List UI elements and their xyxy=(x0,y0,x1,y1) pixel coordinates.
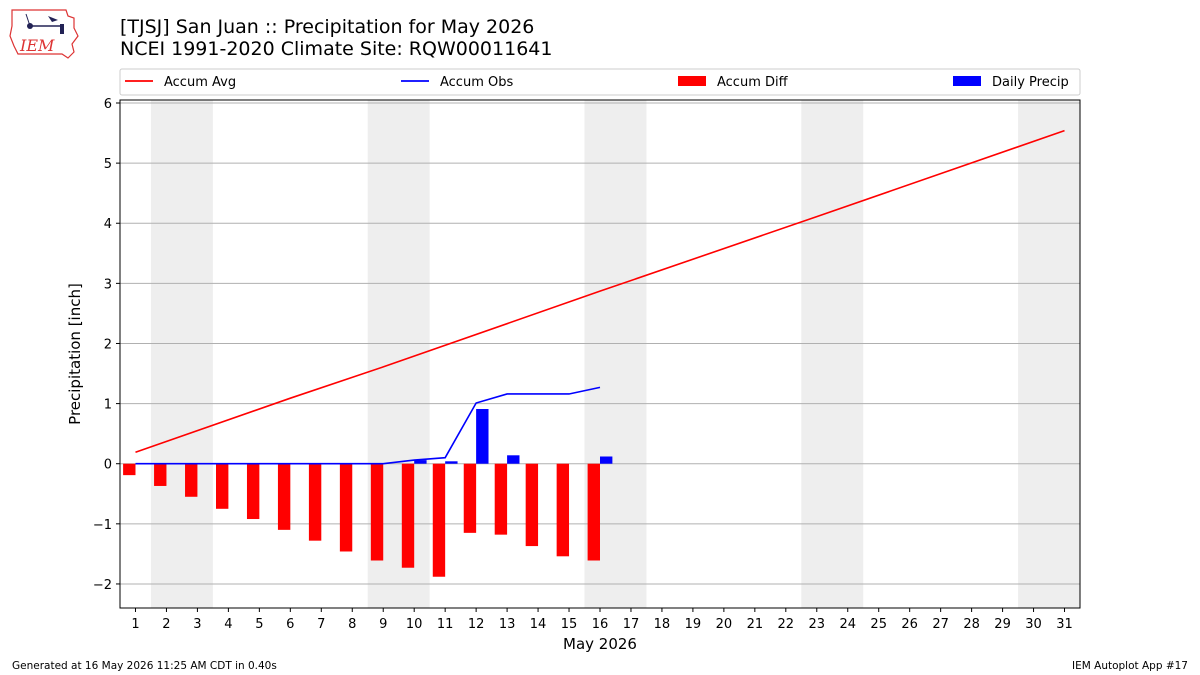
x-tick-label: 24 xyxy=(839,617,856,632)
accum-lines xyxy=(135,129,1065,465)
chart-subtitle: NCEI 1991-2020 Climate Site: RQW00011641 xyxy=(120,38,553,60)
y-axis-label: Precipitation [inch] xyxy=(66,283,84,425)
weekend-band-3 xyxy=(801,100,864,608)
x-tick-label: 8 xyxy=(348,617,356,632)
x-tick-label: 26 xyxy=(901,617,918,632)
weekend-shading xyxy=(150,100,1080,608)
accum-diff-bar xyxy=(308,463,322,541)
x-tick-label: 14 xyxy=(530,617,547,632)
legend-box xyxy=(119,68,1081,96)
x-tick-label: 23 xyxy=(809,617,826,632)
accum-diff-bar xyxy=(494,463,508,535)
legend-label: Daily Precip xyxy=(992,75,1069,90)
accum-diff-bar xyxy=(587,463,600,561)
iem-logo: IEM xyxy=(8,6,80,60)
accum-diff-bar xyxy=(185,463,198,497)
accum-diff-bar xyxy=(277,463,291,530)
footer-generated: Generated at 16 May 2026 11:25 AM CDT in… xyxy=(12,660,277,672)
x-tick-label: 11 xyxy=(437,617,454,632)
logo-text: IEM xyxy=(19,36,55,55)
x-tick-label: 5 xyxy=(255,617,263,632)
x-tick-label: 4 xyxy=(224,617,232,632)
x-tick-label: 20 xyxy=(716,617,733,632)
legend: Accum Avg Accum Obs Accum Diff Daily Precip xyxy=(119,68,1081,96)
accum-diff-bar xyxy=(246,463,260,520)
accum-avg-line xyxy=(135,129,1065,454)
y-tick-label: 5 xyxy=(104,157,112,172)
y-tick-label: 3 xyxy=(104,277,112,292)
x-tick-label: 25 xyxy=(870,617,887,632)
daily-precip-bar xyxy=(476,409,489,464)
y-tick-label: 1 xyxy=(104,398,112,413)
x-tick-label: 17 xyxy=(623,617,640,632)
accum-diff-bar xyxy=(525,463,539,547)
chart-title: [TJSJ] San Juan :: Precipitation for May… xyxy=(120,16,535,38)
x-tick-label: 29 xyxy=(994,617,1011,632)
accum-diff-bar xyxy=(123,463,136,476)
legend-label: Accum Diff xyxy=(717,75,789,90)
daily-precip-bar xyxy=(414,460,427,464)
chart-title-block: [TJSJ] San Juan :: Precipitation for May… xyxy=(120,16,552,60)
x-tick-label: 2 xyxy=(162,617,170,632)
accum-diff-bars xyxy=(123,463,600,577)
accum-obs-line xyxy=(135,386,601,465)
weekend-band-0 xyxy=(150,100,213,608)
accum-diff-bar xyxy=(216,463,229,509)
x-tick-label: 3 xyxy=(193,617,201,632)
x-tick-label: 10 xyxy=(406,617,423,632)
legend-swatch xyxy=(953,76,981,86)
x-tick-label: 27 xyxy=(932,617,949,632)
y-ticks: −2 −1 0 1 2 3 4 5 6 xyxy=(93,97,120,593)
y-tick-label: 2 xyxy=(104,337,112,352)
x-tick-label: 9 xyxy=(379,617,387,632)
x-tick-label: 13 xyxy=(499,617,516,632)
legend-swatch xyxy=(678,76,706,86)
accum-diff-bar xyxy=(401,463,415,568)
x-tick-label: 7 xyxy=(317,617,325,632)
y-tick-label: 4 xyxy=(104,217,112,232)
x-tick-label: 19 xyxy=(685,617,702,632)
x-tick-label: 16 xyxy=(592,617,609,632)
x-tick-label: 22 xyxy=(778,617,795,632)
footer-app: IEM Autoplot App #17 xyxy=(1072,660,1188,672)
daily-precip-bar xyxy=(600,456,613,464)
x-tick-label: 15 xyxy=(561,617,578,632)
accum-diff-bar xyxy=(556,463,570,557)
daily-precip-bar xyxy=(507,455,520,464)
y-tick-label: −1 xyxy=(93,518,112,533)
x-tick-label: 31 xyxy=(1056,617,1073,632)
y-tick-label: 0 xyxy=(104,458,112,473)
x-tick-label: 21 xyxy=(747,617,764,632)
x-tick-label: 30 xyxy=(1025,617,1042,632)
x-tick-label: 28 xyxy=(963,617,980,632)
x-tick-label: 6 xyxy=(286,617,294,632)
accum-diff-bar xyxy=(370,463,384,561)
weekend-band-4 xyxy=(1018,100,1080,608)
daily-precip-bars xyxy=(414,409,613,464)
y-tick-label: 6 xyxy=(104,97,112,112)
legend-label: Accum Obs xyxy=(440,75,513,90)
x-axis-label: May 2026 xyxy=(563,635,637,653)
x-tick-label: 1 xyxy=(131,617,139,632)
y-tick-label: −2 xyxy=(93,578,112,593)
accum-diff-bar xyxy=(339,463,353,552)
x-tick-label: 12 xyxy=(468,617,485,632)
x-ticks: 1 2 3 4 5 6 7 8 9 10 11 12 13 14 15 16 17 18 19 20 21 22 23 24 2… xyxy=(131,608,1073,632)
accum-diff-bar xyxy=(154,463,167,486)
legend-label: Accum Avg xyxy=(164,75,236,90)
accum-diff-bar xyxy=(432,463,446,577)
daily-precip-bar xyxy=(445,461,458,464)
accum-diff-bar xyxy=(463,463,477,533)
x-tick-label: 18 xyxy=(654,617,671,632)
